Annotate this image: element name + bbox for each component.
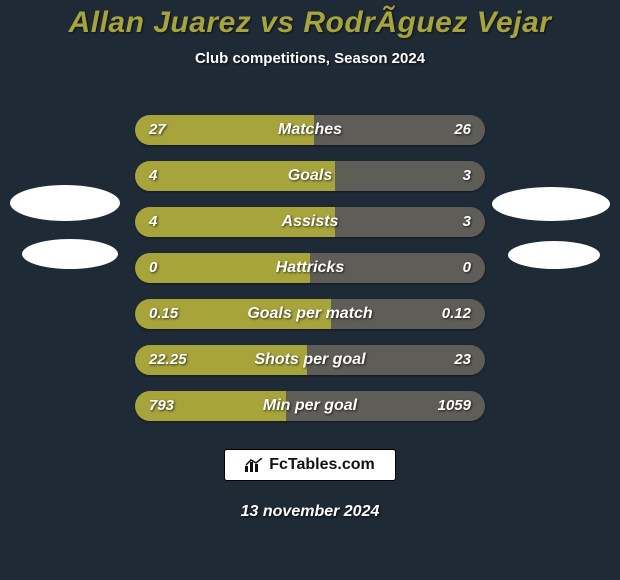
stat-row: 0.150.12Goals per match <box>135 299 485 329</box>
chart-icon <box>245 458 263 472</box>
stat-row: 2726Matches <box>135 115 485 145</box>
stat-row: 43Goals <box>135 161 485 191</box>
avatar-left-1 <box>10 185 120 221</box>
stat-label: Hattricks <box>135 253 485 283</box>
stat-row: 7931059Min per goal <box>135 391 485 421</box>
stat-label: Goals <box>135 161 485 191</box>
stat-label: Assists <box>135 207 485 237</box>
avatar-right-2 <box>508 241 600 269</box>
stat-row: 22.2523Shots per goal <box>135 345 485 375</box>
stat-label: Matches <box>135 115 485 145</box>
comparison-card: Allan Juarez vs RodrÃ­guez Vejar Club co… <box>0 0 620 580</box>
stat-label: Goals per match <box>135 299 485 329</box>
footer-date: 13 november 2024 <box>0 503 620 521</box>
stat-row: 00Hattricks <box>135 253 485 283</box>
source-badge[interactable]: FcTables.com <box>224 449 396 481</box>
stat-label: Min per goal <box>135 391 485 421</box>
subtitle: Club competitions, Season 2024 <box>0 50 620 67</box>
source-badge-label: FcTables.com <box>269 456 375 474</box>
page-title: Allan Juarez vs RodrÃ­guez Vejar <box>0 0 620 40</box>
avatar-right-1 <box>492 187 610 221</box>
stat-label: Shots per goal <box>135 345 485 375</box>
stats-list: 2726Matches 43Goals 43Assists 00Hattricks 0.… <box>135 115 485 421</box>
stat-row: 43Assists <box>135 207 485 237</box>
avatar-left-2 <box>22 239 118 269</box>
